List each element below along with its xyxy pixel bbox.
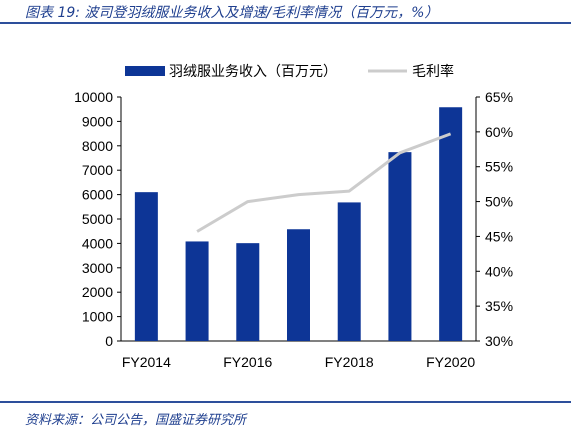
x-tick-label: FY2014 [122,354,171,370]
y-right-tick-label: 55% [485,159,513,175]
y-left-tick-label: 5000 [82,211,113,227]
legend-bar-label: 羽绒服业务收入（百万元） [169,64,337,80]
figure-caption: 图表 19: 波司登羽绒服业务收入及增速/毛利率情况（百万元，%） [25,5,439,21]
y-right-tick-label: 50% [485,194,513,210]
source-note: 资料来源：公司公告，国盛证券研究所 [25,413,247,428]
y-right-tick-label: 60% [485,124,513,140]
y-left-tick-label: 8000 [82,138,113,154]
bar-FY2018 [337,202,361,341]
legend-line-label: 毛利率 [412,63,454,80]
legend: 羽绒服业务收入（百万元） 毛利率 [125,63,454,80]
y-right-tick-label: 30% [485,333,513,349]
y-left-tick-label: 4000 [82,235,113,251]
y-left-tick-label: 7000 [82,162,113,178]
legend-bar-swatch [125,66,165,76]
y-left-tick-label: 10000 [74,89,113,105]
x-tick-label: FY2016 [223,354,272,370]
bar-FY2016 [236,243,260,341]
top-rule [0,22,571,24]
y-left-tick-label: 6000 [82,187,113,203]
y-left-tick-label: 1000 [82,309,113,325]
bar-FY2014 [134,192,158,341]
gross-margin-line [196,132,452,233]
y-right-tick-label: 65% [485,89,513,105]
bar-FY2015 [185,241,209,341]
bar-FY2020 [439,107,463,341]
y-left-tick-label: 9000 [82,113,113,129]
bottom-rule [0,401,571,403]
plot-area: 0 1000 2000 3000 4000 5000 6000 7000 8000 9000 100… [74,89,513,370]
y-right-tick-label: 35% [485,298,513,314]
y-right-tick-label: 45% [485,228,513,244]
y-left-tick-label: 2000 [82,284,113,300]
bar-FY2017 [287,229,310,341]
x-tick-label: FY2018 [325,354,374,370]
y-left-tick-label: 0 [105,333,113,349]
x-tick-label: FY2020 [426,354,475,370]
bar-FY2019 [388,152,412,341]
y-right-tick-label: 40% [485,263,513,279]
y-left-tick-label: 3000 [82,260,113,276]
